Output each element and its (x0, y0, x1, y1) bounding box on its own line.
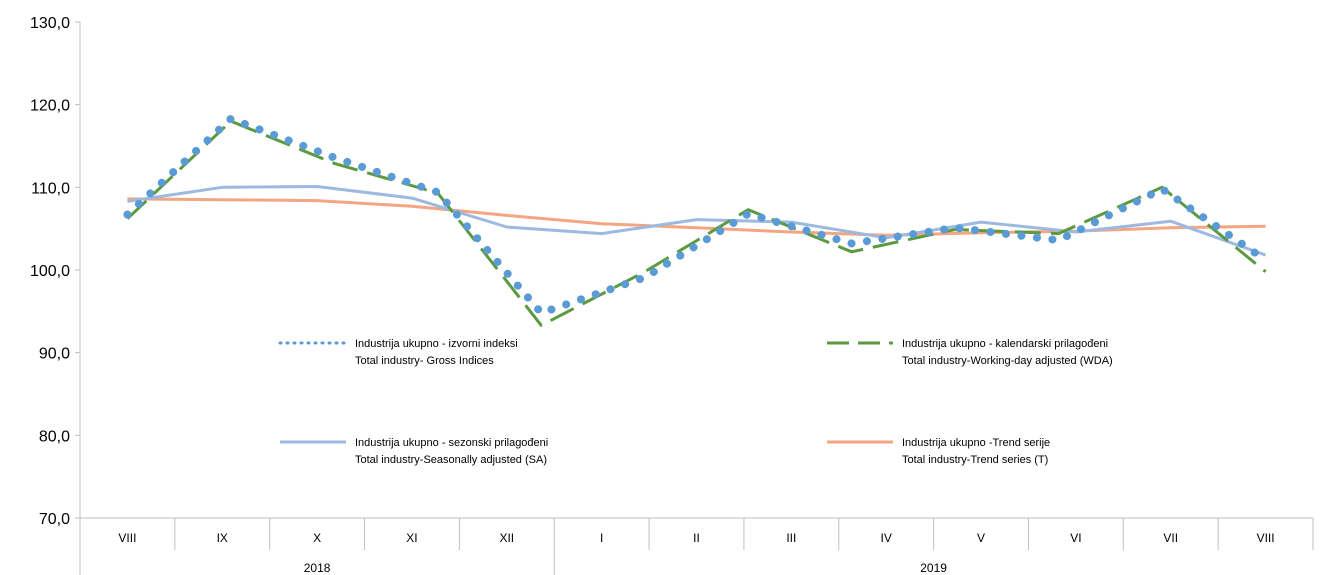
legend-label-gross-hr: Industrija ukupno - izvorni indeksi (355, 338, 518, 350)
x-category-label: XI (406, 531, 417, 545)
x-category-label: VIII (1257, 531, 1275, 545)
data-series (123, 114, 1270, 327)
x-category-label: V (977, 531, 985, 545)
x-category-label: VII (1163, 531, 1178, 545)
legend-label-sa-en: Total industry-Seasonally adjusted (SA) (355, 454, 547, 466)
x-category-label: VI (1070, 531, 1081, 545)
legend-item-sa: Industrija ukupno - sezonski prilagođeni… (280, 437, 548, 466)
x-year-labels: 2018 2019 (79, 550, 947, 575)
legend: Industrija ukupno - izvorni indeksi Tota… (278, 338, 1113, 466)
legend-label-sa-hr: Industrija ukupno - sezonski prilagođeni (355, 437, 548, 449)
y-tick-label: 110,0 (31, 180, 70, 197)
x-category-label: IX (217, 531, 228, 545)
year-label: 2019 (920, 561, 947, 575)
x-category-label: X (313, 531, 321, 545)
x-category-label: III (786, 531, 796, 545)
legend-item-gross: Industrija ukupno - izvorni indeksi Tota… (278, 338, 518, 367)
x-category-labels: VIII IX X XI XII I II III IV V VI VII VIII (79, 518, 1314, 550)
legend-label-trend-en: Total industry-Trend series (T) (902, 454, 1048, 466)
legend-label-wda-hr: Industrija ukupno - kalendarski prilagođ… (902, 338, 1108, 350)
legend-item-trend: Industrija ukupno -Trend serije Total in… (827, 437, 1050, 466)
series-line-0 (123, 114, 1270, 317)
year-label: 2018 (304, 561, 331, 575)
legend-label-trend-hr: Industrija ukupno -Trend serije (902, 437, 1050, 449)
series-line-1 (126, 119, 1267, 327)
y-tick-label: 130,0 (30, 15, 70, 32)
x-category-label: VIII (118, 531, 136, 545)
y-tick-label: 70,0 (39, 511, 70, 528)
x-axis: VIII IX X XI XII I II III IV V VI VII VIII 2018 2019 (79, 517, 1314, 575)
series-line-2 (127, 185, 1267, 257)
x-category-label: IV (881, 531, 892, 545)
y-tick-labels: 70,0 80,0 90,0 100,0 110,0 120,0 130,0 (30, 15, 80, 528)
y-axis: 70,0 80,0 90,0 100,0 110,0 120,0 130,0 (30, 15, 81, 550)
y-tick-label: 90,0 (39, 346, 70, 363)
legend-item-wda: Industrija ukupno - kalendarski prilagođ… (827, 338, 1113, 367)
y-tick-label: 80,0 (39, 428, 70, 445)
x-category-label: II (693, 531, 700, 545)
legend-label-wda-en: Total industry-Working-day adjusted (WDA… (902, 355, 1113, 367)
y-tick-label: 120,0 (30, 98, 70, 115)
y-tick-label: 100,0 (30, 263, 70, 280)
x-category-label: I (600, 531, 603, 545)
x-category-label: XII (499, 531, 514, 545)
legend-label-gross-en: Total industry- Gross Indices (355, 355, 494, 367)
